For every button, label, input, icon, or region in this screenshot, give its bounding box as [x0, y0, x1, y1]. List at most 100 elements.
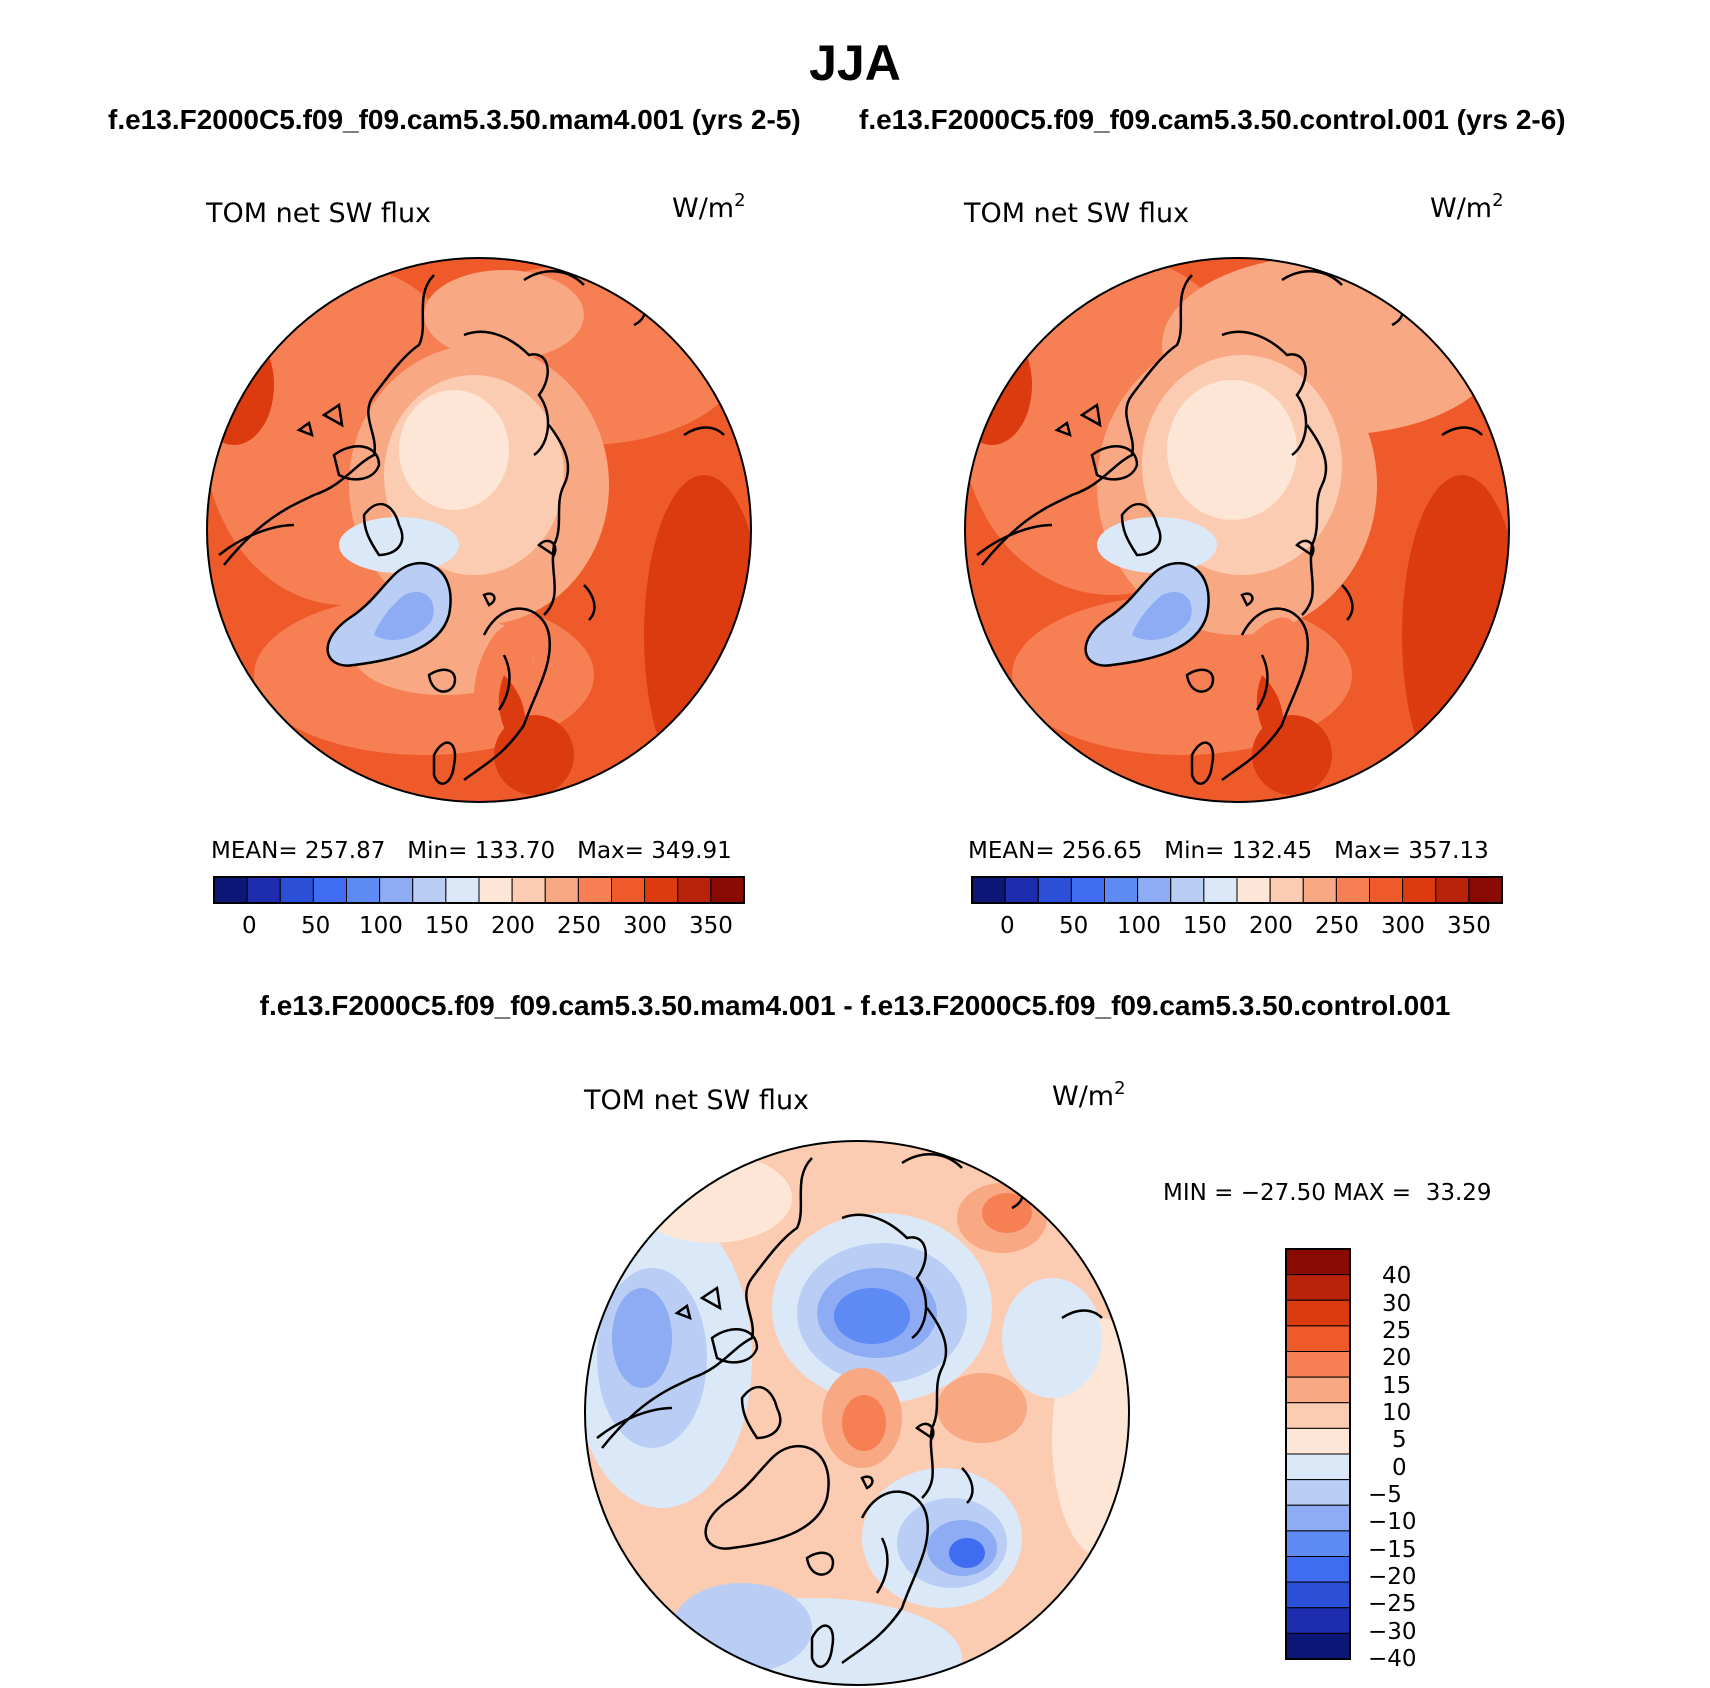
colorbar-swatch — [1269, 876, 1304, 904]
colorbar-swatch — [644, 876, 679, 904]
panel1-stats: MEAN= 257.87 Min= 133.70 Max= 349.91 — [211, 838, 732, 864]
panel1-units: W/m2 — [672, 190, 746, 224]
colorbar-swatch — [1285, 1530, 1351, 1557]
colorbar-swatch — [346, 876, 381, 904]
colorbar-swatch — [971, 876, 1006, 904]
panel1-variable-label: TOM net SW flux — [206, 198, 432, 229]
colorbar-swatch — [279, 876, 314, 904]
panel3-difference-map — [584, 1140, 1130, 1686]
colorbar-tick-label: 5 — [1392, 1427, 1407, 1453]
colorbar-tick-label: 350 — [1447, 913, 1491, 939]
colorbar-swatch — [213, 876, 248, 904]
panel1-colorbar — [213, 876, 745, 904]
colorbar-swatch — [1369, 876, 1404, 904]
colorbar-swatch — [1435, 876, 1470, 904]
colorbar-tick-label: −5 — [1368, 1482, 1402, 1508]
colorbar-tick-label: −15 — [1368, 1537, 1417, 1563]
panel2-colorbar-ticks: 0 50 100 150 200 250 300 350 — [971, 913, 1503, 943]
subtitle-left: f.e13.F2000C5.f09_f09.cam5.3.50.mam4.001… — [108, 104, 801, 135]
colorbar-swatch — [677, 876, 712, 904]
colorbar-swatch — [1285, 1274, 1351, 1301]
colorbar-tick-label: −20 — [1368, 1564, 1417, 1590]
colorbar-swatch — [544, 876, 579, 904]
colorbar-tick-label: 0 — [1392, 1455, 1407, 1481]
colorbar-swatch — [1285, 1325, 1351, 1352]
colorbar-swatch — [1335, 876, 1370, 904]
panel3-units: W/m2 — [1052, 1078, 1126, 1112]
colorbar-swatch — [1285, 1453, 1351, 1481]
colorbar-tick-label: 250 — [1315, 913, 1359, 939]
colorbar-tick-label: 40 — [1382, 1263, 1412, 1289]
colorbar-swatch — [1104, 876, 1139, 904]
colorbar-tick-label: 30 — [1382, 1291, 1412, 1317]
panel1-colorbar-ticks: 0 50 100 150 200 250 300 350 — [213, 913, 745, 943]
colorbar-swatch — [1285, 1402, 1351, 1429]
colorbar-tick-label: 100 — [359, 913, 403, 939]
colorbar-tick-label: −40 — [1368, 1646, 1417, 1672]
colorbar-tick-label: 0 — [1000, 913, 1015, 939]
colorbar-swatch — [1285, 1504, 1351, 1532]
colorbar-swatch — [1285, 1479, 1351, 1506]
colorbar-tick-label: 300 — [623, 913, 667, 939]
colorbar-tick-label: 200 — [1249, 913, 1293, 939]
colorbar-tick-label: 350 — [689, 913, 733, 939]
colorbar-tick-label: 25 — [1382, 1318, 1412, 1344]
colorbar-swatch — [445, 876, 480, 904]
panel2-stats: MEAN= 256.65 Min= 132.45 Max= 357.13 — [968, 838, 1489, 864]
colorbar-tick-label: 100 — [1117, 913, 1161, 939]
colorbar-swatch — [1070, 876, 1105, 904]
colorbar-swatch — [478, 876, 513, 904]
colorbar-swatch — [1285, 1376, 1351, 1404]
subtitle-right: f.e13.F2000C5.f09_f09.cam5.3.50.control.… — [859, 104, 1566, 135]
colorbar-tick-label: 50 — [301, 913, 331, 939]
colorbar-swatch — [312, 876, 347, 904]
colorbar-swatch — [1004, 876, 1039, 904]
panel2-colorbar — [971, 876, 1503, 904]
colorbar-swatch — [511, 876, 546, 904]
colorbar-tick-label: 50 — [1059, 913, 1089, 939]
colorbar-tick-label: 150 — [425, 913, 469, 939]
panel2-variable-label: TOM net SW flux — [964, 198, 1190, 229]
panel3-colorbar — [1285, 1248, 1351, 1660]
colorbar-tick-label: 250 — [557, 913, 601, 939]
colorbar-tick-label: 150 — [1183, 913, 1227, 939]
colorbar-tick-label: 0 — [242, 913, 257, 939]
colorbar-swatch — [1402, 876, 1437, 904]
difference-title: f.e13.F2000C5.f09_f09.cam5.3.50.mam4.001… — [259, 990, 1451, 1021]
colorbar-swatch — [246, 876, 281, 904]
colorbar-swatch — [379, 876, 414, 904]
colorbar-swatch — [710, 876, 745, 904]
colorbar-swatch — [1285, 1632, 1351, 1660]
colorbar-swatch — [577, 876, 612, 904]
colorbar-tick-label: 200 — [491, 913, 535, 939]
colorbar-swatch — [1285, 1556, 1351, 1583]
colorbar-swatch — [1285, 1607, 1351, 1634]
panel3-colorbar-ticks: 40 30 25 20 15 10 5 0 −5 −10 −15 −20 −25… — [1368, 1248, 1448, 1672]
colorbar-swatch — [1285, 1351, 1351, 1378]
colorbar-tick-label: −30 — [1368, 1619, 1417, 1645]
panel2-units: W/m2 — [1430, 190, 1504, 224]
colorbar-tick-label: −10 — [1368, 1509, 1417, 1535]
colorbar-swatch — [1236, 876, 1271, 904]
colorbar-swatch — [1137, 876, 1172, 904]
colorbar-swatch — [1285, 1299, 1351, 1327]
colorbar-swatch — [1285, 1581, 1351, 1609]
colorbar-swatch — [611, 876, 646, 904]
panel3-variable-label: TOM net SW flux — [584, 1085, 810, 1116]
colorbar-swatch — [1302, 876, 1337, 904]
colorbar-swatch — [1170, 876, 1205, 904]
panel1-polar-map — [206, 257, 752, 803]
colorbar-swatch — [1285, 1248, 1351, 1276]
colorbar-tick-label: 15 — [1382, 1373, 1412, 1399]
colorbar-swatch — [412, 876, 447, 904]
colorbar-swatch — [1285, 1427, 1351, 1455]
colorbar-tick-label: 20 — [1382, 1345, 1412, 1371]
panel3-stats: MIN = −27.50 MAX = 33.29 — [1163, 1180, 1492, 1206]
panel2-polar-map — [964, 257, 1510, 803]
colorbar-tick-label: 300 — [1381, 913, 1425, 939]
colorbar-swatch — [1037, 876, 1072, 904]
colorbar-swatch — [1203, 876, 1238, 904]
colorbar-tick-label: −25 — [1368, 1591, 1417, 1617]
figure-title: JJA — [809, 35, 901, 91]
colorbar-tick-label: 10 — [1382, 1400, 1412, 1426]
